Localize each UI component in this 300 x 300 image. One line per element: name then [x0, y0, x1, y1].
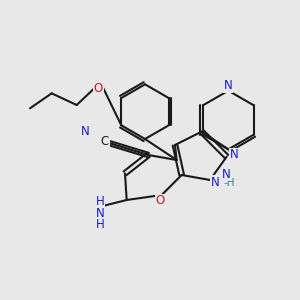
Text: N: N — [96, 207, 104, 220]
Text: N: N — [222, 167, 230, 181]
Text: N: N — [224, 79, 233, 92]
Text: N: N — [211, 176, 219, 189]
Text: N: N — [230, 148, 238, 161]
Text: H: H — [96, 195, 104, 208]
Text: N: N — [81, 125, 89, 138]
Text: O: O — [94, 82, 103, 95]
Text: H: H — [96, 218, 104, 232]
Text: C: C — [101, 135, 109, 148]
Text: O: O — [155, 194, 165, 208]
Text: -H: -H — [224, 178, 235, 188]
